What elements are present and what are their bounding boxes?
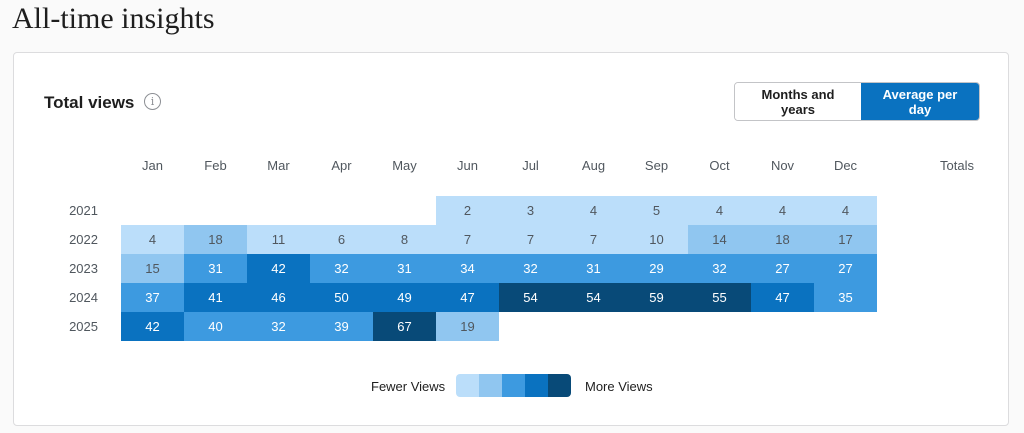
heatmap-cell[interactable]: 11 — [247, 225, 310, 254]
totals-header: Totals — [940, 158, 974, 173]
heatmap-cell[interactable]: 5 — [625, 196, 688, 225]
legend-scale — [456, 374, 571, 397]
heatmap-cell[interactable]: 15 — [121, 254, 184, 283]
heatmap-cell[interactable]: 4 — [562, 196, 625, 225]
month-label: Jan — [142, 158, 163, 173]
heatmap-cell[interactable]: 18 — [751, 225, 814, 254]
month-label: Dec — [833, 158, 858, 173]
heatmap-cell[interactable]: 4 — [751, 196, 814, 225]
heatmap-cell[interactable]: 3 — [499, 196, 562, 225]
legend-more-label: More Views — [585, 379, 653, 394]
heatmap-cell[interactable]: 4 — [814, 196, 877, 225]
view-toggle: Months and years Average per day — [734, 82, 980, 121]
heatmap-cell[interactable]: 32 — [310, 254, 373, 283]
heatmap-cell[interactable]: 46 — [247, 283, 310, 312]
month-label: Mar — [267, 158, 290, 173]
heatmap-cell[interactable]: 41 — [184, 283, 247, 312]
heatmap-cell[interactable]: 47 — [436, 283, 499, 312]
heatmap-cell[interactable]: 29 — [625, 254, 688, 283]
heatmap-cell[interactable]: 27 — [751, 254, 814, 283]
heatmap-cell[interactable]: 55 — [688, 283, 751, 312]
month-label: Aug — [581, 158, 606, 173]
heatmap-cell[interactable]: 37 — [121, 283, 184, 312]
heatmap-cell[interactable]: 7 — [499, 225, 562, 254]
months-and-years-button[interactable]: Months and years — [735, 83, 861, 120]
heatmap-cell[interactable]: 49 — [373, 283, 436, 312]
total-views-card: Total views i Months and years Average p… — [13, 52, 1009, 426]
heatmap-cell[interactable]: 35 — [814, 283, 877, 312]
legend-fewer-label: Fewer Views — [371, 379, 446, 394]
heatmap-cell[interactable]: 59 — [625, 283, 688, 312]
year-label: 2021 — [69, 203, 98, 218]
heatmap-cell[interactable]: 32 — [499, 254, 562, 283]
month-label: Feb — [204, 158, 227, 173]
heatmap-cell[interactable]: 31 — [373, 254, 436, 283]
heatmap-cell[interactable]: 42 — [121, 312, 184, 341]
heatmap-cell[interactable]: 8 — [373, 225, 436, 254]
month-label: Sep — [644, 158, 669, 173]
heatmap-cell[interactable]: 17 — [814, 225, 877, 254]
month-label: Oct — [709, 158, 730, 173]
heatmap-cell[interactable]: 32 — [247, 312, 310, 341]
year-label: 2024 — [69, 290, 98, 305]
legend-swatch — [548, 374, 571, 397]
heatmap-cell[interactable]: 7 — [562, 225, 625, 254]
legend-swatch — [502, 374, 525, 397]
card-title: Total views — [44, 93, 135, 112]
heatmap-cell[interactable]: 32 — [688, 254, 751, 283]
month-label: May — [392, 158, 417, 173]
legend-swatch — [456, 374, 479, 397]
heatmap-cell[interactable]: 4 — [688, 196, 751, 225]
heatmap-cell[interactable]: 31 — [184, 254, 247, 283]
heatmap-cell[interactable]: 42 — [247, 254, 310, 283]
heatmap-cell[interactable]: 4 — [121, 225, 184, 254]
heatmap-cell[interactable]: 14 — [688, 225, 751, 254]
heatmap-cell[interactable]: 7 — [436, 225, 499, 254]
heatmap-cell[interactable]: 67 — [373, 312, 436, 341]
heatmap-cell[interactable]: 19 — [436, 312, 499, 341]
heatmap-cell[interactable]: 54 — [562, 283, 625, 312]
heatmap-cell[interactable]: 34 — [436, 254, 499, 283]
year-label: 2025 — [69, 319, 98, 334]
heatmap-cell[interactable]: 39 — [310, 312, 373, 341]
month-label: Nov — [770, 158, 795, 173]
page-title: All-time insights — [12, 2, 215, 35]
month-label: Jun — [457, 158, 478, 173]
legend-swatch — [479, 374, 502, 397]
heatmap-cell[interactable]: 27 — [814, 254, 877, 283]
info-icon[interactable]: i — [144, 93, 161, 110]
heatmap-cell[interactable]: 40 — [184, 312, 247, 341]
heatmap-cell[interactable]: 6 — [310, 225, 373, 254]
month-label: Jul — [522, 158, 539, 173]
heatmap-cell[interactable]: 54 — [499, 283, 562, 312]
heatmap-cell[interactable]: 50 — [310, 283, 373, 312]
heatmap-cell[interactable]: 2 — [436, 196, 499, 225]
legend-swatch — [525, 374, 548, 397]
heatmap-cell[interactable]: 47 — [751, 283, 814, 312]
heatmap-cell[interactable]: 18 — [184, 225, 247, 254]
heatmap-cell[interactable]: 10 — [625, 225, 688, 254]
year-label: 2022 — [69, 232, 98, 247]
heatmap-cell[interactable]: 31 — [562, 254, 625, 283]
month-label: Apr — [331, 158, 352, 173]
year-label: 2023 — [69, 261, 98, 276]
average-per-day-button[interactable]: Average per day — [861, 83, 979, 120]
